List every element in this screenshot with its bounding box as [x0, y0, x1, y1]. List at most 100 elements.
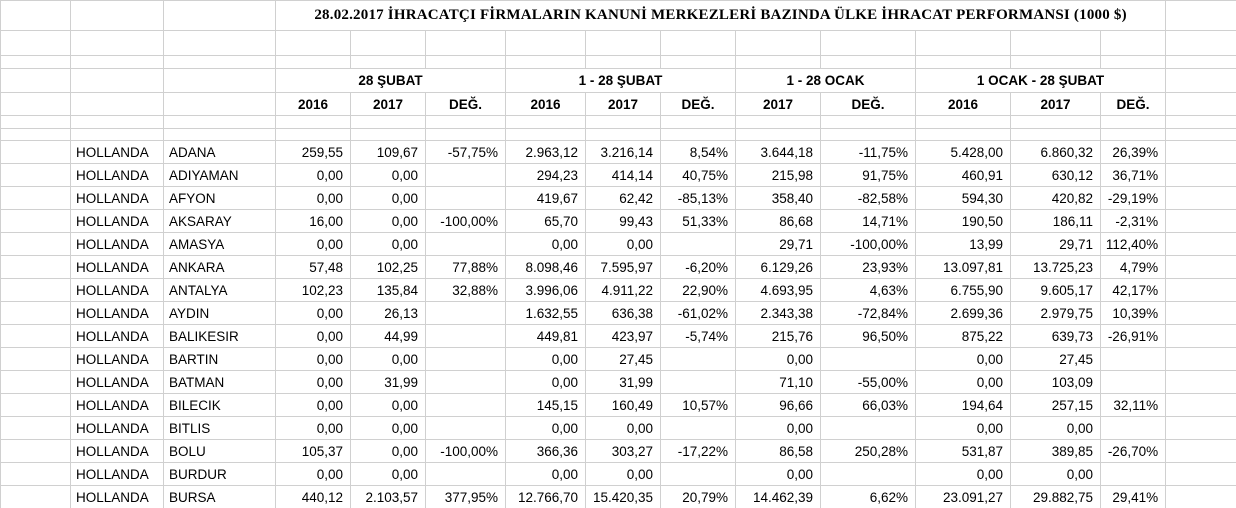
value-cell[interactable]: -57,75%	[425, 140, 506, 164]
value-cell[interactable]: 29.882,75	[1010, 485, 1101, 508]
value-cell[interactable]: 1.632,55	[505, 301, 586, 325]
city-cell[interactable]: AFYON	[163, 186, 276, 210]
empty-cell[interactable]	[1165, 485, 1236, 508]
value-cell[interactable]: 0,00	[275, 393, 351, 417]
empty-cell[interactable]	[585, 55, 661, 69]
value-cell[interactable]: 105,37	[275, 439, 351, 463]
value-cell[interactable]	[1099, 416, 1167, 440]
city-cell[interactable]: BILECIK	[163, 393, 276, 417]
empty-cell[interactable]	[163, 115, 276, 129]
empty-cell[interactable]	[0, 255, 71, 279]
value-cell[interactable]: 12.766,70	[505, 485, 586, 508]
empty-cell[interactable]	[0, 462, 71, 486]
empty-cell[interactable]	[660, 55, 736, 69]
value-cell[interactable]: 0,00	[350, 347, 426, 371]
empty-cell[interactable]	[1010, 115, 1101, 129]
city-cell[interactable]: BURSA	[163, 485, 276, 508]
empty-cell[interactable]	[0, 439, 71, 463]
empty-cell[interactable]	[70, 55, 164, 69]
value-cell[interactable]: 2.963,12	[505, 140, 586, 164]
city-cell[interactable]: AMASYA	[163, 232, 276, 256]
country-cell[interactable]: HOLLANDA	[70, 163, 164, 187]
value-cell[interactable]: 3.644,18	[735, 140, 821, 164]
city-cell[interactable]: BOLU	[163, 439, 276, 463]
value-cell[interactable]: 77,88%	[425, 255, 506, 279]
value-cell[interactable]: 0,00	[1010, 462, 1101, 486]
country-cell[interactable]: HOLLANDA	[70, 232, 164, 256]
year-header[interactable]: 2016	[915, 92, 1011, 116]
empty-cell[interactable]	[0, 92, 71, 116]
value-cell[interactable]: 531,87	[915, 439, 1011, 463]
value-cell[interactable]	[660, 347, 736, 371]
empty-cell[interactable]	[0, 68, 71, 93]
value-cell[interactable]: -29,19%	[1099, 186, 1167, 210]
empty-cell[interactable]	[1010, 30, 1101, 56]
empty-cell[interactable]	[915, 30, 1011, 56]
value-cell[interactable]: 86,58	[735, 439, 821, 463]
value-cell[interactable]: 15.420,35	[585, 485, 661, 508]
empty-cell[interactable]	[0, 0, 71, 31]
value-cell[interactable]: 3.216,14	[585, 140, 661, 164]
empty-cell[interactable]	[1165, 462, 1236, 486]
value-cell[interactable]: 0,00	[350, 163, 426, 187]
empty-cell[interactable]	[1165, 0, 1236, 31]
empty-cell[interactable]	[915, 128, 1011, 141]
period-header-1-28-ocak[interactable]: 1 - 28 OCAK	[735, 68, 916, 93]
value-cell[interactable]: 190,50	[915, 209, 1011, 233]
value-cell[interactable]: -100,00%	[820, 232, 916, 256]
value-cell[interactable]: 26,13	[350, 301, 426, 325]
value-cell[interactable]: -2,31%	[1099, 209, 1167, 233]
empty-cell[interactable]	[0, 416, 71, 440]
value-cell[interactable]: 0,00	[350, 439, 426, 463]
value-cell[interactable]: 420,82	[1010, 186, 1101, 210]
value-cell[interactable]: 13.097,81	[915, 255, 1011, 279]
period-header-1-ocak-28-subat[interactable]: 1 OCAK - 28 ŞUBAT	[914, 68, 1167, 93]
value-cell[interactable]: 0,00	[505, 232, 586, 256]
country-cell[interactable]: HOLLANDA	[70, 140, 164, 164]
empty-cell[interactable]	[735, 115, 821, 129]
value-cell[interactable]	[1099, 462, 1167, 486]
value-cell[interactable]: 0,00	[585, 232, 661, 256]
value-cell[interactable]: 44,99	[350, 324, 426, 348]
value-cell[interactable]: 65,70	[505, 209, 586, 233]
empty-cell[interactable]	[0, 140, 71, 164]
value-cell[interactable]: -26,91%	[1099, 324, 1167, 348]
empty-cell[interactable]	[915, 115, 1011, 129]
value-cell[interactable]: 2.979,75	[1010, 301, 1101, 325]
value-cell[interactable]: 40,75%	[660, 163, 736, 187]
empty-cell[interactable]	[820, 115, 916, 129]
country-cell[interactable]: HOLLANDA	[70, 485, 164, 508]
empty-cell[interactable]	[275, 55, 351, 69]
country-cell[interactable]: HOLLANDA	[70, 186, 164, 210]
empty-cell[interactable]	[163, 68, 276, 93]
empty-cell[interactable]	[0, 485, 71, 508]
value-cell[interactable]	[425, 232, 506, 256]
empty-cell[interactable]	[820, 30, 916, 56]
value-cell[interactable]: 460,91	[915, 163, 1011, 187]
value-cell[interactable]: 0,00	[505, 416, 586, 440]
value-cell[interactable]: 99,43	[585, 209, 661, 233]
value-cell[interactable]: 0,00	[275, 416, 351, 440]
empty-cell[interactable]	[1165, 209, 1236, 233]
value-cell[interactable]: 8.098,46	[505, 255, 586, 279]
value-cell[interactable]: 0,00	[275, 186, 351, 210]
value-cell[interactable]: 0,00	[915, 347, 1011, 371]
city-cell[interactable]: ANTALYA	[163, 278, 276, 302]
empty-cell[interactable]	[0, 163, 71, 187]
value-cell[interactable]: 303,27	[585, 439, 661, 463]
value-cell[interactable]: 215,76	[735, 324, 821, 348]
value-cell[interactable]: 3.996,06	[505, 278, 586, 302]
empty-cell[interactable]	[70, 115, 164, 129]
value-cell[interactable]: 27,45	[585, 347, 661, 371]
year-header[interactable]: 2017	[1010, 92, 1101, 116]
empty-cell[interactable]	[350, 55, 426, 69]
empty-cell[interactable]	[70, 92, 164, 116]
value-cell[interactable]	[425, 370, 506, 394]
empty-cell[interactable]	[1165, 68, 1236, 93]
value-cell[interactable]: 389,85	[1010, 439, 1101, 463]
value-cell[interactable]: 57,48	[275, 255, 351, 279]
value-cell[interactable]: 27,45	[1010, 347, 1101, 371]
value-cell[interactable]	[425, 301, 506, 325]
value-cell[interactable]: 10,39%	[1099, 301, 1167, 325]
value-cell[interactable]: 51,33%	[660, 209, 736, 233]
